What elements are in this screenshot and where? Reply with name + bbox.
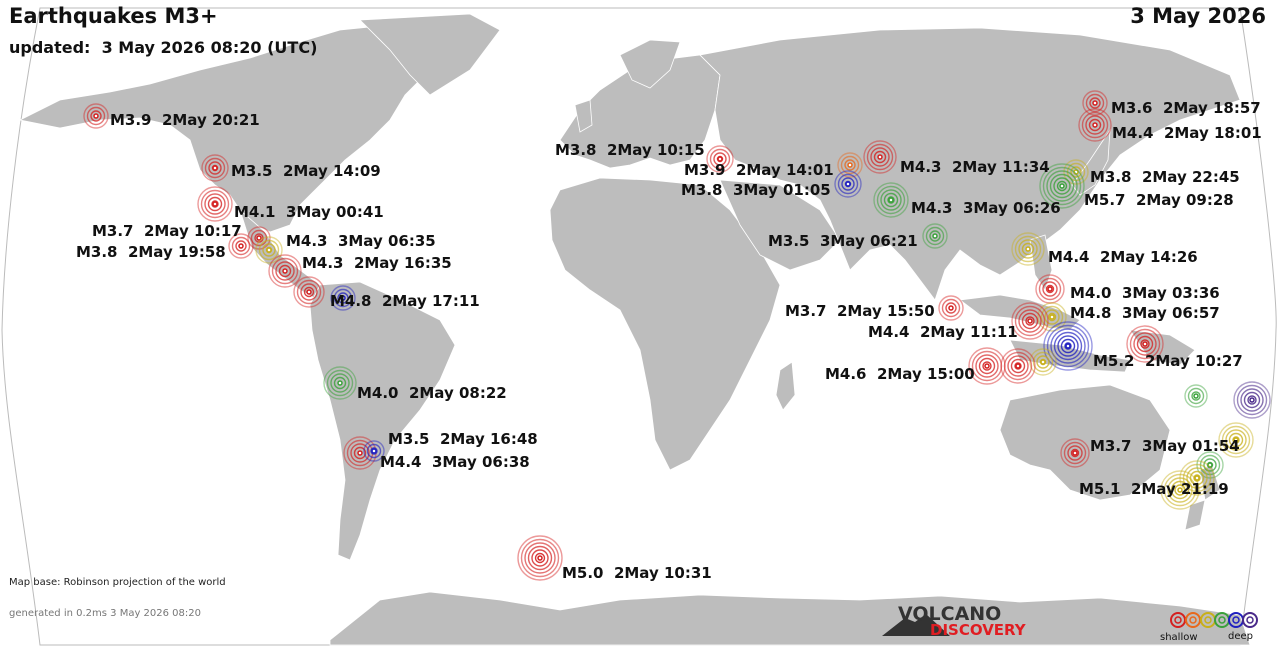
quake-marker[interactable] <box>293 276 325 308</box>
quake-marker[interactable] <box>834 170 862 198</box>
quake-label[interactable]: M4.8 2May 17:11 <box>330 292 480 310</box>
quake-marker[interactable] <box>247 226 271 250</box>
quake-label[interactable]: M3.6 2May 18:57 <box>1111 99 1261 117</box>
quake-marker[interactable] <box>1126 325 1164 363</box>
quake-label[interactable]: M4.1 3May 00:41 <box>234 203 384 221</box>
quake-label[interactable]: M4.8 3May 06:57 <box>1070 304 1220 322</box>
volcano-logo-icon <box>882 614 950 636</box>
quake-marker[interactable] <box>1037 302 1067 332</box>
quake-label[interactable]: M3.8 2May 19:58 <box>76 243 226 261</box>
logo-text-discovery: DISCOVERY <box>930 621 1026 639</box>
quake-marker[interactable] <box>863 140 897 174</box>
quake-marker[interactable] <box>1011 302 1049 340</box>
quake-label[interactable]: M3.9 2May 14:01 <box>684 161 834 179</box>
quake-marker[interactable] <box>706 145 734 173</box>
quake-marker[interactable] <box>83 103 109 129</box>
quake-label[interactable]: M4.4 3May 06:38 <box>380 453 530 471</box>
quake-label[interactable]: M3.5 2May 14:09 <box>231 162 381 180</box>
quake-marker[interactable] <box>197 186 233 222</box>
quake-marker[interactable] <box>517 535 563 581</box>
legend-deep-marker <box>1242 612 1258 628</box>
quake-marker[interactable] <box>1060 438 1090 468</box>
quake-marker[interactable] <box>1233 381 1271 419</box>
quake-marker[interactable] <box>268 254 302 288</box>
quake-marker[interactable] <box>1184 384 1208 408</box>
quake-label[interactable]: M3.5 2May 16:48 <box>388 430 538 448</box>
quake-label[interactable]: M3.9 2May 20:21 <box>110 111 260 129</box>
generated-note: generated in 0.2ms 3 May 2026 08:20 <box>9 608 201 619</box>
quake-label[interactable]: M4.0 3May 03:36 <box>1070 284 1220 302</box>
legend-shallow-label: shallow <box>1160 632 1198 643</box>
quake-marker[interactable] <box>1011 232 1045 266</box>
quake-label[interactable]: M3.5 3May 06:21 <box>768 232 918 250</box>
page-title: Earthquakes M3+ <box>9 4 218 28</box>
quake-label[interactable]: M4.6 2May 15:00 <box>825 365 975 383</box>
quake-marker[interactable] <box>1078 108 1112 142</box>
quake-label[interactable]: M3.7 2May 15:50 <box>785 302 935 320</box>
quake-marker[interactable] <box>837 152 863 178</box>
quake-label[interactable]: M4.3 2May 11:34 <box>900 158 1050 176</box>
quake-marker[interactable] <box>1082 90 1108 116</box>
quake-label[interactable]: M4.4 2May 14:26 <box>1048 248 1198 266</box>
quake-label[interactable]: M5.2 2May 10:27 <box>1093 352 1243 370</box>
quake-marker[interactable] <box>1160 470 1200 510</box>
volcano-discovery-logo[interactable]: VOLCANO DISCOVERY <box>880 603 1040 643</box>
quake-label[interactable]: M5.7 2May 09:28 <box>1084 191 1234 209</box>
quake-marker[interactable] <box>1039 163 1085 209</box>
quake-label[interactable]: M3.8 2May 10:15 <box>555 141 705 159</box>
quake-label[interactable]: M3.8 3May 01:05 <box>681 181 831 199</box>
quake-marker[interactable] <box>1035 274 1065 304</box>
quake-marker[interactable] <box>1218 422 1254 458</box>
quake-marker[interactable] <box>363 440 385 462</box>
quake-label[interactable]: M3.7 3May 01:54 <box>1090 437 1240 455</box>
quake-marker[interactable] <box>938 295 964 321</box>
quake-marker[interactable] <box>201 154 229 182</box>
land <box>18 13 1251 646</box>
quake-label[interactable]: M5.0 2May 10:31 <box>562 564 712 582</box>
quake-label[interactable]: M4.3 2May 16:35 <box>302 254 452 272</box>
quake-label[interactable]: M4.3 3May 06:35 <box>286 232 436 250</box>
quake-label[interactable]: M5.1 2May 21:19 <box>1079 480 1229 498</box>
quake-label[interactable]: M3.7 2May 10:17 <box>92 222 242 240</box>
quake-marker[interactable] <box>323 366 357 400</box>
current-date: 3 May 2026 <box>1130 4 1266 28</box>
logo-text-volcano: VOLCANO <box>898 603 1002 625</box>
quake-label[interactable]: M4.4 2May 11:11 <box>868 323 1018 341</box>
quake-marker[interactable] <box>1000 348 1036 384</box>
quake-marker[interactable] <box>922 223 948 249</box>
quake-marker[interactable] <box>255 236 283 264</box>
quake-label[interactable]: M4.3 3May 06:26 <box>911 199 1061 217</box>
quake-marker[interactable] <box>330 285 356 311</box>
map-base-note: Map base: Robinson projection of the wor… <box>9 577 226 588</box>
earthquake-markers <box>83 90 1271 581</box>
legend-deep-label: deep <box>1228 631 1253 642</box>
depth-legend-circles <box>1170 612 1258 628</box>
quake-label[interactable]: M3.8 2May 22:45 <box>1090 168 1240 186</box>
quake-marker[interactable] <box>1043 321 1093 371</box>
quake-marker[interactable] <box>873 182 909 218</box>
quake-marker[interactable] <box>1029 348 1057 376</box>
updated-timestamp: updated: 3 May 2026 08:20 (UTC) <box>9 38 318 57</box>
quake-label[interactable]: M4.4 2May 18:01 <box>1112 124 1262 142</box>
depth-legend: shallow deep <box>1160 608 1270 648</box>
quake-marker[interactable] <box>228 233 254 259</box>
quake-label[interactable]: M4.0 2May 08:22 <box>357 384 507 402</box>
